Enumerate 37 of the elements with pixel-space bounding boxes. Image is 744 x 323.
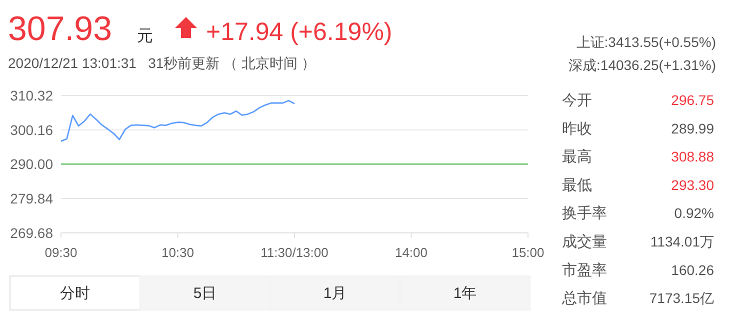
text: +17.94 (+6.19%) <box>206 18 392 46</box>
text: 昨收 <box>562 120 592 138</box>
text: 深成:14036.25(+1.31%) <box>568 57 716 73</box>
y-tick-label: 290.00 <box>10 156 54 172</box>
line-series <box>60 100 296 142</box>
text: 上证:3413.55(+0.55%) <box>576 34 716 50</box>
text: 1134.01万 <box>650 234 714 250</box>
x-tick-label: 09:30 <box>44 244 78 260</box>
chart-subtitle: 2020/12/21 13:01:31 31秒前更新 （ 北京时间 ） <box>8 55 316 71</box>
text: 7173.15亿 <box>649 290 714 306</box>
text: 换手率 <box>562 205 607 222</box>
text: 最高 <box>562 148 592 166</box>
text: 289.99 <box>671 120 714 136</box>
x-tick-label: 14:00 <box>394 244 428 260</box>
text: 最低 <box>562 176 592 194</box>
text: 293.30 <box>671 176 714 193</box>
text: 分时 <box>60 285 90 302</box>
y-tick-label: 300.16 <box>10 122 54 138</box>
text: 总市值 <box>561 290 607 308</box>
y-tick-label: 279.84 <box>10 190 54 206</box>
text: 市盈率 <box>562 262 607 279</box>
x-tick-label: 11:30/13:00 <box>260 244 328 260</box>
text: 1月 <box>323 285 347 302</box>
chart-title: 307.93 <box>8 10 112 48</box>
text: 今开 <box>562 92 592 109</box>
text: 0.92% <box>674 205 714 222</box>
x-tick-label: 15:00 <box>512 244 544 260</box>
text: 元 <box>137 28 153 45</box>
text: 160.26 <box>671 262 714 278</box>
text: 308.88 <box>671 148 714 165</box>
text: 296.75 <box>671 92 714 108</box>
y-tick-label: 269.68 <box>10 224 54 241</box>
text: 成交量 <box>562 234 607 250</box>
x-tick-label: 10:30 <box>161 244 194 260</box>
text: 1年 <box>453 285 477 302</box>
y-tick-label: 310.32 <box>10 88 54 104</box>
text: 5日 <box>193 285 217 302</box>
